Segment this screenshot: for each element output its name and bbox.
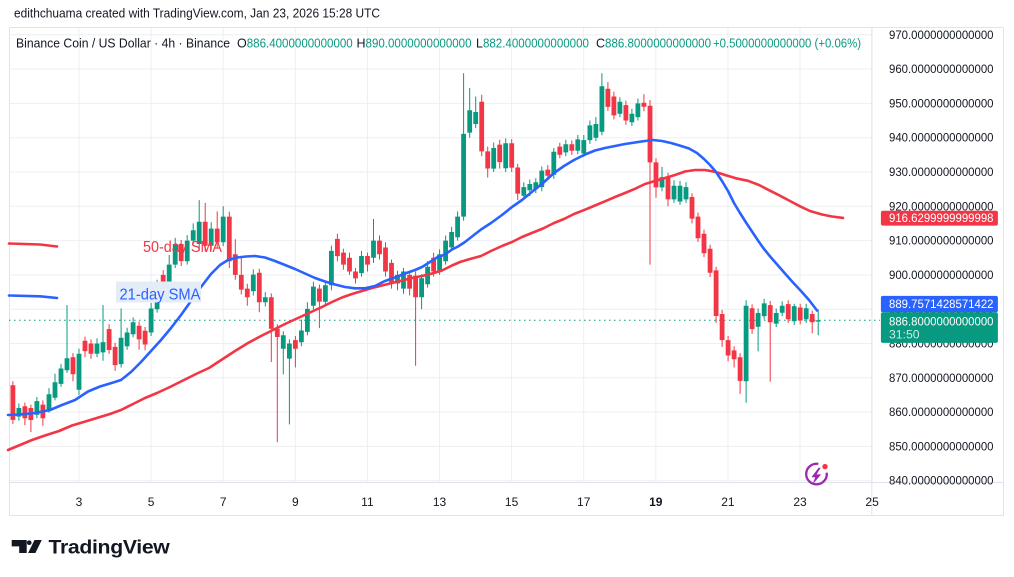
svg-text:C886.8000000000000: C886.8000000000000 [596,37,711,51]
svg-text:L882.4000000000000: L882.4000000000000 [476,37,589,51]
svg-text:H890.0000000000000: H890.0000000000000 [357,37,472,51]
svg-text:25: 25 [865,495,879,509]
svg-text:3: 3 [76,495,83,509]
svg-text:970.0000000000000: 970.0000000000000 [889,28,994,42]
svg-text:870.0000000000000: 870.0000000000000 [889,371,994,385]
svg-text:+0.5000000000000 (+0.06%): +0.5000000000000 (+0.06%) [713,37,861,51]
svg-text:860.0000000000000: 860.0000000000000 [889,405,994,419]
svg-text:Binance Coin / US Dollar · 4h: Binance Coin / US Dollar · 4h · Binance [16,36,230,51]
svg-text:23: 23 [793,495,807,509]
svg-text:11: 11 [361,495,374,509]
svg-text:5: 5 [148,495,155,509]
svg-text:900.0000000000000: 900.0000000000000 [889,268,994,282]
svg-text:886.8000000000000: 886.8000000000000 [889,315,994,329]
svg-text:50-day SMA: 50-day SMA [143,239,222,256]
svg-text:21: 21 [721,495,735,509]
svg-text:17: 17 [577,495,591,509]
svg-text:916.6299999999998: 916.6299999999998 [889,211,994,225]
svg-text:15: 15 [505,495,519,509]
svg-text:31:50: 31:50 [889,328,920,342]
svg-text:O886.4000000000000: O886.4000000000000 [237,37,353,51]
svg-text:889.7571428571422: 889.7571428571422 [889,297,994,311]
svg-text:930.0000000000000: 930.0000000000000 [889,165,994,179]
svg-text:920.0000000000000: 920.0000000000000 [889,199,994,213]
svg-text:9: 9 [292,495,299,509]
svg-text:19: 19 [649,495,663,509]
svg-text:850.0000000000000: 850.0000000000000 [889,439,994,453]
svg-text:840.0000000000000: 840.0000000000000 [889,474,994,488]
svg-text:7: 7 [220,495,227,509]
svg-text:13: 13 [433,495,447,509]
svg-text:21-day SMA: 21-day SMA [120,287,201,304]
svg-text:edithchuama created with Tradi: edithchuama created with TradingView.com… [14,6,380,21]
svg-text:960.0000000000000: 960.0000000000000 [889,62,994,76]
svg-text:940.0000000000000: 940.0000000000000 [889,131,994,145]
svg-text:TradingView: TradingView [49,538,171,559]
svg-text:950.0000000000000: 950.0000000000000 [889,96,994,110]
svg-text:910.0000000000000: 910.0000000000000 [889,234,994,248]
